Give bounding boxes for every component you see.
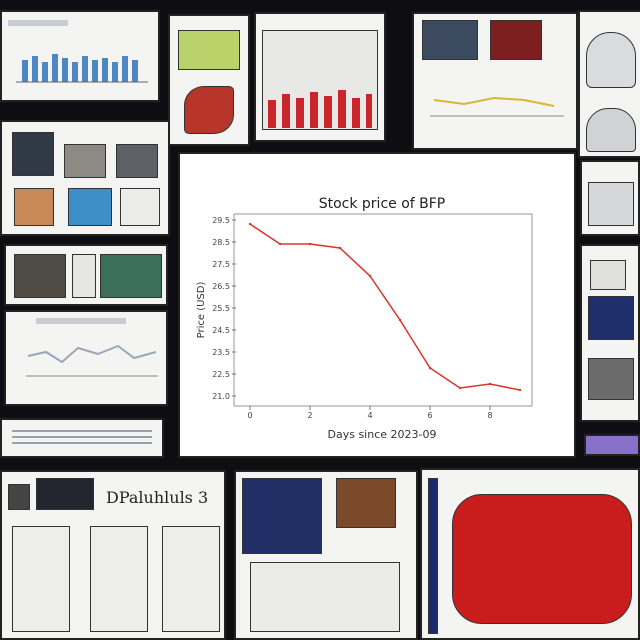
thumb-panel-bottom-right[interactable] [420,468,640,640]
sketch-image [586,108,636,152]
thumb-panel-strip[interactable] [4,244,168,306]
thumb-panel-top-left[interactable] [0,10,160,102]
data-point [308,242,312,246]
photo-thumb [336,478,396,528]
y-tick-label: 29.5 [212,216,230,225]
thumb-panel-bottom-left[interactable]: DPaluhluls 3 [0,470,226,640]
sketch-image [162,526,220,632]
sketch-image [12,526,70,632]
mini-wave-chart [26,318,158,377]
data-point [278,242,282,246]
sketch-image [90,526,148,632]
panel-heading: DPaluhluls 3 [106,488,209,507]
y-axis-label: Price (USD) [196,282,207,339]
thumb-panel-right-1[interactable] [580,160,640,236]
grid-image [120,188,160,226]
photo-thumb [422,20,478,60]
grid-image [14,188,54,226]
sketch-image [590,260,626,290]
photo-thumb [36,478,94,510]
thumb-panel-image-grid[interactable] [0,120,170,236]
x-tick-label: 0 [247,411,252,420]
chart-title: Stock price of BFP [319,196,446,212]
sketch-image [586,32,636,88]
data-point [248,222,252,226]
data-point [458,386,462,390]
badge-image [242,478,322,554]
thumb-panel-bottom-mid[interactable] [234,470,418,640]
sketch-image [588,358,634,400]
photo-thumb [8,484,30,510]
x-tick-label: 4 [367,411,372,420]
main-chart-panel: Stock price of BFP Price (USD) Days sinc… [178,152,576,458]
y-tick-label: 25.5 [212,304,230,313]
thumb-panel-thin-strip[interactable] [0,418,164,458]
data-point [368,274,372,278]
sidebar-strip [428,478,438,634]
mini-bar-chart [8,20,148,83]
strip-image [100,254,162,298]
mini-line-chart [430,96,564,117]
data-point [428,366,432,370]
y-tick-label: 23.5 [212,348,230,357]
data-point [488,382,492,386]
strip-image [14,254,66,298]
x-tick-label: 8 [487,411,492,420]
thumb-panel-illustration[interactable] [168,14,250,146]
x-tick-label: 2 [307,411,312,420]
data-point [338,246,342,250]
thumb-panel-red-bars[interactable] [254,12,386,142]
sketch-image [588,182,634,226]
grid-image [12,132,54,176]
grid-image [64,144,106,178]
thumb-panel-top-right[interactable] [412,12,578,150]
y-tick-label: 22.5 [212,370,230,379]
thumb-panel-right-2[interactable] [580,244,640,422]
y-tick-label: 24.5 [212,326,230,335]
illustration-image [178,30,240,70]
y-tick-label: 28.5 [212,238,230,247]
sketch-image [250,562,400,632]
y-tick-label: 26.5 [212,282,230,291]
data-point [518,388,522,392]
red-texture-image [452,494,632,624]
illustration-image [184,86,234,134]
y-tick-label: 21.0 [212,392,230,401]
x-axis-label: Days since 2023-09 [328,428,437,441]
thumb-panel-wave[interactable] [4,310,168,406]
grid-image [116,144,158,178]
data-point [398,318,402,322]
thumb-panel-purple[interactable] [584,434,640,456]
red-bars-graphic [268,90,372,128]
thumb-panel-far-right[interactable] [578,10,640,158]
grid-image [68,188,112,226]
strip-image [72,254,96,298]
photo-thumb [588,296,634,340]
series-line [249,223,521,391]
stock-price-chart: Stock price of BFP Price (USD) Days sinc… [196,196,533,441]
x-tick-label: 6 [427,411,432,420]
plot-area [233,213,533,407]
y-tick-label: 27.5 [212,260,230,269]
photo-thumb [490,20,542,60]
